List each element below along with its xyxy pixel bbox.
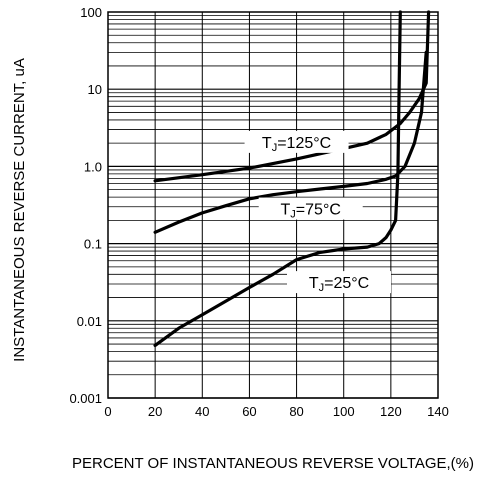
x-tick-label: 40 [195,404,209,419]
x-tick-label: 80 [289,404,303,419]
y-tick-label: 0.001 [69,391,102,406]
y-tick-labels: 0.001 0.01 0.1 1.0 10 100 [69,5,102,406]
x-tick-labels: 0 20 40 60 80 100 120 140 [104,404,448,419]
y-tick-label: 0.01 [77,314,102,329]
plot-frame [107,11,439,399]
y-tick-label: 1.0 [84,159,102,174]
y-tick-label: 0.1 [84,237,102,252]
series-label-3: TJ=25°C [309,275,369,294]
x-tick-label: 100 [333,404,355,419]
series-label-1: TJ=125°C [262,135,331,154]
series-line-1 [153,10,431,183]
series-label-2: TJ=75°C [281,202,341,221]
grid [107,12,439,399]
series-labels: TJ=125°C TJ=75°C TJ=25°C [244,130,391,294]
series-label-background [244,130,349,153]
series-line-3 [153,10,402,347]
series-group [153,10,431,347]
x-tick-label: 60 [242,404,256,419]
series-label-background [258,197,363,220]
series-label-background [287,271,391,294]
x-tick-label: 120 [380,404,402,419]
x-axis-label: PERCENT OF INSTANTANEOUS REVERSE VOLTAGE… [72,455,474,472]
y-tick-label: 10 [88,82,102,97]
y-axis-label: INSTANTANEOUS REVERSE CURRENT, uA [11,58,28,362]
x-tick-label: 20 [148,404,162,419]
y-tick-label: 100 [80,5,102,20]
x-tick-label: 140 [427,404,449,419]
series-line-2 [153,50,428,234]
x-tick-label: 0 [104,404,111,419]
